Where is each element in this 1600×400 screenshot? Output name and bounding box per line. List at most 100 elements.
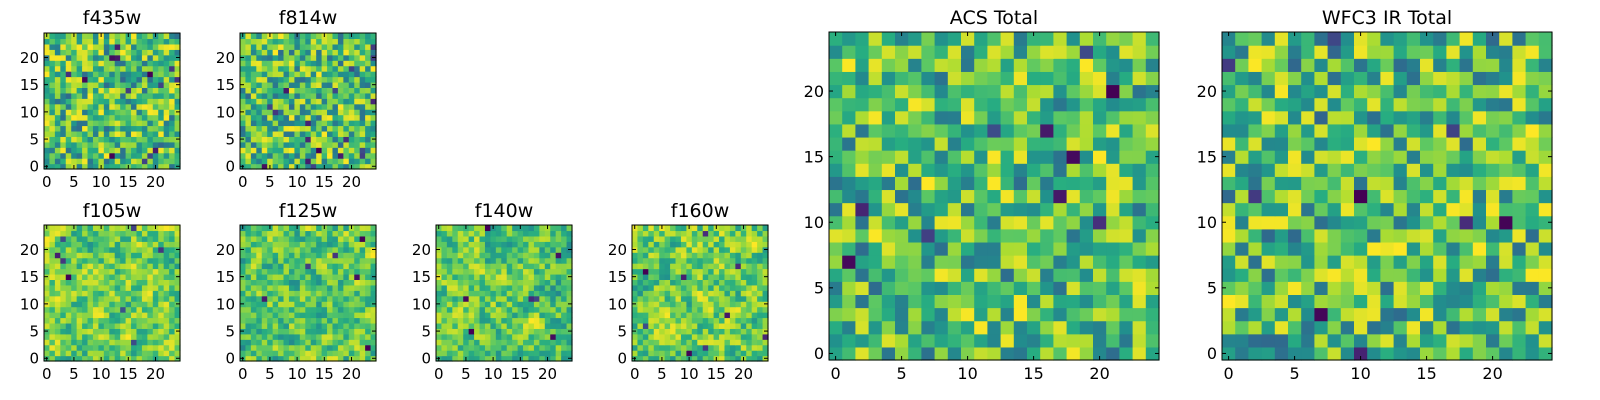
heatmap-cell bbox=[310, 130, 317, 137]
heatmap-cell bbox=[680, 273, 687, 280]
heatmap-cell bbox=[441, 350, 448, 357]
heatmap-cell bbox=[1000, 176, 1015, 191]
heatmap-cell bbox=[680, 339, 687, 346]
heatmap-cell bbox=[158, 49, 165, 56]
heatmap-cell bbox=[321, 246, 328, 253]
heatmap-cell bbox=[158, 125, 165, 132]
heatmap-cell bbox=[947, 281, 962, 295]
heatmap-cell bbox=[370, 225, 377, 232]
heatmap-cell bbox=[561, 257, 568, 264]
heatmap-cell bbox=[550, 279, 557, 286]
heatmap-cell bbox=[1132, 241, 1147, 256]
heatmap-cell bbox=[272, 109, 279, 116]
heatmap-cell bbox=[82, 141, 89, 148]
heatmap-cell bbox=[44, 279, 51, 286]
heatmap-cell bbox=[294, 252, 301, 259]
heatmap-cell bbox=[746, 252, 753, 259]
heatmap-cell bbox=[441, 322, 448, 329]
heatmap-cell bbox=[735, 263, 742, 270]
heatmap-cell bbox=[152, 273, 159, 280]
heatmap-cell bbox=[169, 109, 176, 116]
heatmap-cell bbox=[141, 92, 148, 99]
heatmap-cell bbox=[288, 92, 295, 99]
heatmap-cell bbox=[479, 322, 486, 329]
heatmap-cell bbox=[648, 339, 655, 346]
heatmap-cell bbox=[283, 147, 290, 154]
heatmap-cell bbox=[1327, 320, 1342, 335]
heatmap-cell bbox=[147, 147, 154, 154]
heatmap-cell bbox=[675, 301, 682, 308]
heatmap-cell bbox=[250, 312, 257, 319]
heatmap-cell bbox=[54, 33, 61, 40]
heatmap-cell bbox=[120, 87, 127, 94]
heatmap-cell bbox=[278, 290, 285, 297]
heatmap-cell bbox=[675, 235, 682, 242]
heatmap-cell bbox=[65, 152, 72, 159]
heatmap-cell bbox=[103, 279, 110, 286]
heatmap-cell bbox=[829, 110, 843, 125]
heatmap-cell bbox=[895, 123, 909, 138]
heatmap-cell bbox=[1027, 228, 1041, 243]
heatmap-cell bbox=[490, 246, 497, 253]
heatmap-cell bbox=[855, 320, 870, 335]
heatmap-cell bbox=[354, 273, 361, 280]
heatmap-cell bbox=[829, 333, 843, 348]
heatmap-cell bbox=[103, 322, 110, 329]
heatmap-cell bbox=[550, 317, 557, 324]
heatmap-cell bbox=[294, 125, 301, 132]
heatmap-cell bbox=[1538, 189, 1553, 204]
heatmap-cell bbox=[664, 257, 671, 264]
heatmap-cell bbox=[517, 279, 524, 286]
heatmap-cell bbox=[446, 290, 453, 297]
heatmap-cell bbox=[272, 295, 279, 302]
heatmap-cell bbox=[131, 252, 138, 259]
heatmap-cell bbox=[463, 257, 470, 264]
heatmap-cell bbox=[659, 230, 666, 237]
heatmap-cell bbox=[686, 333, 693, 340]
heatmap-cell bbox=[697, 328, 704, 335]
heatmap-cell bbox=[961, 45, 975, 59]
heatmap-cell bbox=[1079, 136, 1094, 151]
heatmap-cell bbox=[310, 241, 317, 248]
heatmap-cell bbox=[675, 284, 682, 291]
heatmap-cell bbox=[71, 273, 78, 280]
heatmap-cell bbox=[713, 344, 720, 351]
heatmap-cell bbox=[1119, 202, 1134, 217]
heatmap-cell bbox=[637, 355, 644, 362]
heatmap-cell bbox=[272, 225, 279, 232]
heatmap-cell bbox=[147, 306, 154, 313]
heatmap-cell bbox=[305, 103, 312, 110]
heatmap-cell bbox=[294, 284, 301, 291]
heatmap-cell bbox=[169, 246, 176, 253]
heatmap-cell bbox=[1079, 215, 1094, 230]
heatmap-cell bbox=[457, 225, 464, 232]
heatmap-cell bbox=[359, 103, 366, 110]
heatmap-cell bbox=[174, 290, 181, 297]
heatmap-cell bbox=[566, 279, 573, 286]
heatmap-cell bbox=[354, 125, 361, 132]
heatmap-cell bbox=[446, 355, 453, 362]
heatmap-cell bbox=[1393, 268, 1408, 282]
heatmap-cell bbox=[512, 273, 519, 280]
heatmap-cell bbox=[109, 268, 116, 275]
heatmap-cell bbox=[632, 284, 639, 291]
heatmap-cell bbox=[278, 130, 285, 137]
heatmap-cell bbox=[141, 114, 148, 121]
heatmap-cell bbox=[484, 322, 491, 329]
heatmap-cell bbox=[501, 252, 508, 259]
heatmap-cell bbox=[1354, 255, 1368, 269]
heatmap-cell bbox=[343, 344, 350, 351]
heatmap-cell bbox=[92, 43, 99, 50]
heatmap-cell bbox=[1354, 333, 1368, 348]
heatmap-cell bbox=[908, 255, 922, 269]
heatmap-cell bbox=[169, 344, 176, 351]
heatmap-cell bbox=[109, 339, 116, 346]
heatmap-cell bbox=[71, 328, 78, 335]
heatmap-cell bbox=[98, 350, 105, 357]
heatmap-cell bbox=[71, 158, 78, 165]
heatmap-cell bbox=[691, 263, 698, 270]
heatmap-cell bbox=[539, 312, 546, 319]
heatmap-cell bbox=[713, 328, 720, 335]
heatmap-cell bbox=[174, 306, 181, 313]
heatmap-cell bbox=[974, 110, 988, 125]
